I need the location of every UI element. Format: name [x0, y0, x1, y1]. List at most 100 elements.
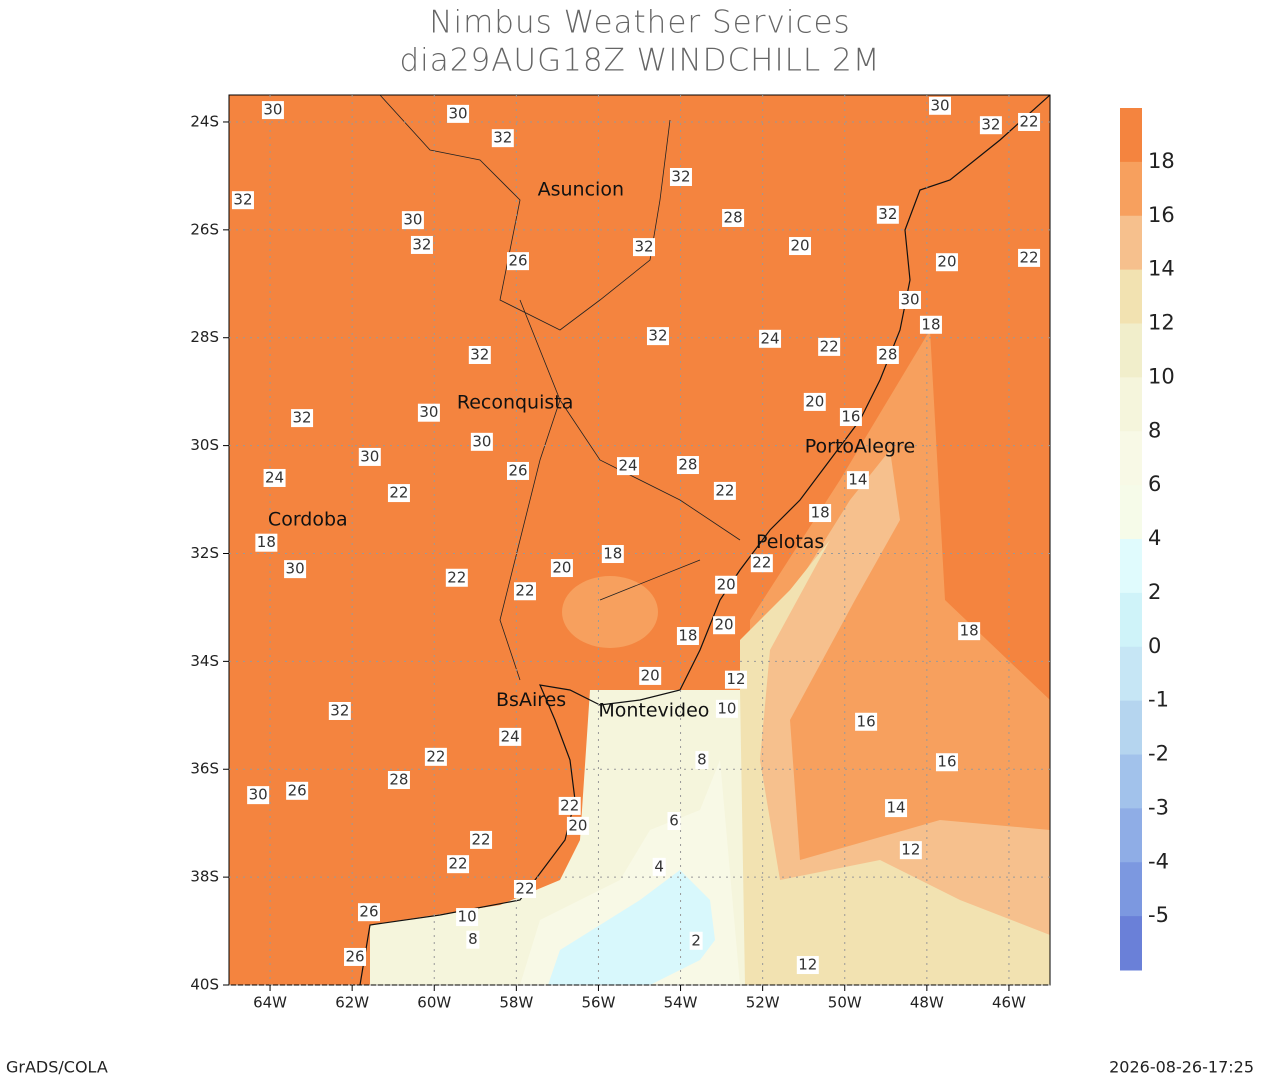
subtitle: dia29AUG18Z WINDCHILL 2M: [399, 43, 880, 79]
contour-label: 22: [515, 879, 534, 897]
x-tick-label: 54W: [664, 994, 698, 1012]
contour-label: 20: [717, 575, 736, 593]
contour-label: 30: [472, 432, 491, 450]
contour-label-box: [695, 751, 709, 770]
contour-label: 20: [790, 237, 809, 255]
colorbar-box: [1120, 916, 1142, 971]
contour-label: 24: [501, 727, 520, 745]
contour-label-box: [796, 956, 819, 975]
city-label: BsAires: [496, 689, 566, 711]
contour-label: 30: [900, 290, 919, 308]
contour-label: 20: [568, 816, 587, 834]
contour-label-box: [447, 855, 470, 874]
contour-label: 20: [552, 559, 571, 577]
colorbar-box: [1120, 539, 1142, 594]
contour-label-box: [958, 622, 981, 641]
contour-label: 12: [798, 956, 817, 974]
contour-label: 30: [449, 104, 468, 122]
contour-label-box: [676, 627, 699, 646]
contour-label: 18: [257, 533, 276, 551]
contour-label: 18: [603, 545, 622, 563]
contour-label: 20: [805, 392, 824, 410]
contour-label-box: [919, 315, 942, 334]
x-tick-label: 60W: [417, 994, 451, 1012]
contour-label: 18: [678, 627, 697, 645]
contour-label-box: [1018, 248, 1041, 267]
contour-label: 32: [470, 345, 489, 363]
contour-label: 12: [726, 670, 745, 688]
colorbar-label: -1: [1148, 688, 1169, 712]
x-tick-label: 48W: [910, 994, 944, 1012]
colorbar-label: 8: [1148, 418, 1161, 442]
y-tick-label: 34S: [190, 652, 219, 670]
contour-label: 12: [901, 841, 920, 859]
contour-label: 10: [717, 699, 736, 717]
contour-label-box: [935, 253, 958, 272]
contour-label-box: [935, 753, 958, 772]
contour-label-box: [445, 568, 468, 587]
contour-label-box: [468, 345, 491, 364]
contour-label: 32: [648, 327, 667, 345]
colorbar-label: 4: [1148, 526, 1161, 550]
contour-label-box: [470, 830, 493, 849]
contour-label-box: [499, 727, 522, 746]
x-tick-label: 56W: [581, 994, 615, 1012]
city-label: Asuncion: [538, 178, 624, 200]
contour-label-box: [722, 208, 745, 227]
map-frame: [228, 94, 1051, 986]
contour-label-box: [846, 471, 869, 490]
contour-label: 22: [515, 582, 534, 600]
contour-label-box: [639, 666, 662, 685]
colorbar-box: [1120, 269, 1142, 324]
contour-label: 32: [330, 701, 349, 719]
contour-label: 30: [419, 403, 438, 421]
contour-label: 22: [447, 568, 466, 586]
colorbar-label: 12: [1148, 311, 1175, 335]
colorbar-box: [1120, 754, 1142, 809]
contour-label: 32: [671, 167, 690, 185]
colorbar-box: [1120, 323, 1142, 378]
contour-label-box: [358, 447, 381, 466]
contour-label: 14: [887, 799, 906, 817]
contour-label-box: [513, 582, 536, 601]
contour-label-box: [715, 699, 738, 718]
contour-label: 28: [389, 771, 408, 789]
contour-label: 24: [265, 468, 284, 486]
contour-label-box: [247, 786, 270, 805]
contour-label: 30: [286, 560, 305, 578]
colorbar-label: -2: [1148, 742, 1169, 766]
contour-label-box: [803, 392, 826, 411]
footer-left: GrADS/COLA: [6, 1058, 108, 1077]
contour-label-box: [809, 504, 832, 523]
contour-label-box: [456, 908, 479, 927]
contour-label: 16: [857, 712, 876, 730]
contour-label-box: [447, 104, 470, 123]
contour-label: 4: [654, 857, 664, 875]
colorbar-label: 18: [1148, 149, 1175, 173]
contour-label-box: [491, 129, 514, 148]
contour-label-box: [601, 545, 624, 564]
city-label: Montevideo: [598, 699, 709, 721]
contour-label: 2: [691, 931, 701, 949]
contour-label-box: [506, 461, 529, 480]
contour-label-box: [676, 456, 699, 475]
contour-label: 28: [878, 345, 897, 363]
contour-label-box: [401, 211, 424, 230]
contour-label-box: [759, 329, 782, 348]
contour-label-box: [839, 408, 862, 427]
contour-label: 28: [678, 456, 697, 474]
contour-label: 20: [937, 253, 956, 271]
contour-label-box: [899, 290, 922, 309]
city-label: Pelotas: [756, 531, 824, 553]
contour-label-box: [713, 481, 736, 500]
contour-label-box: [261, 101, 284, 120]
contour-label-box: [617, 457, 640, 476]
y-tick-label: 40S: [190, 976, 219, 994]
contour-label-box: [558, 796, 581, 815]
contour-label: 14: [848, 471, 867, 489]
contour-label: 32: [412, 235, 431, 253]
title: Nimbus Weather Services: [429, 5, 850, 41]
x-tick-label: 62W: [335, 994, 369, 1012]
contour-label-box: [231, 191, 254, 210]
